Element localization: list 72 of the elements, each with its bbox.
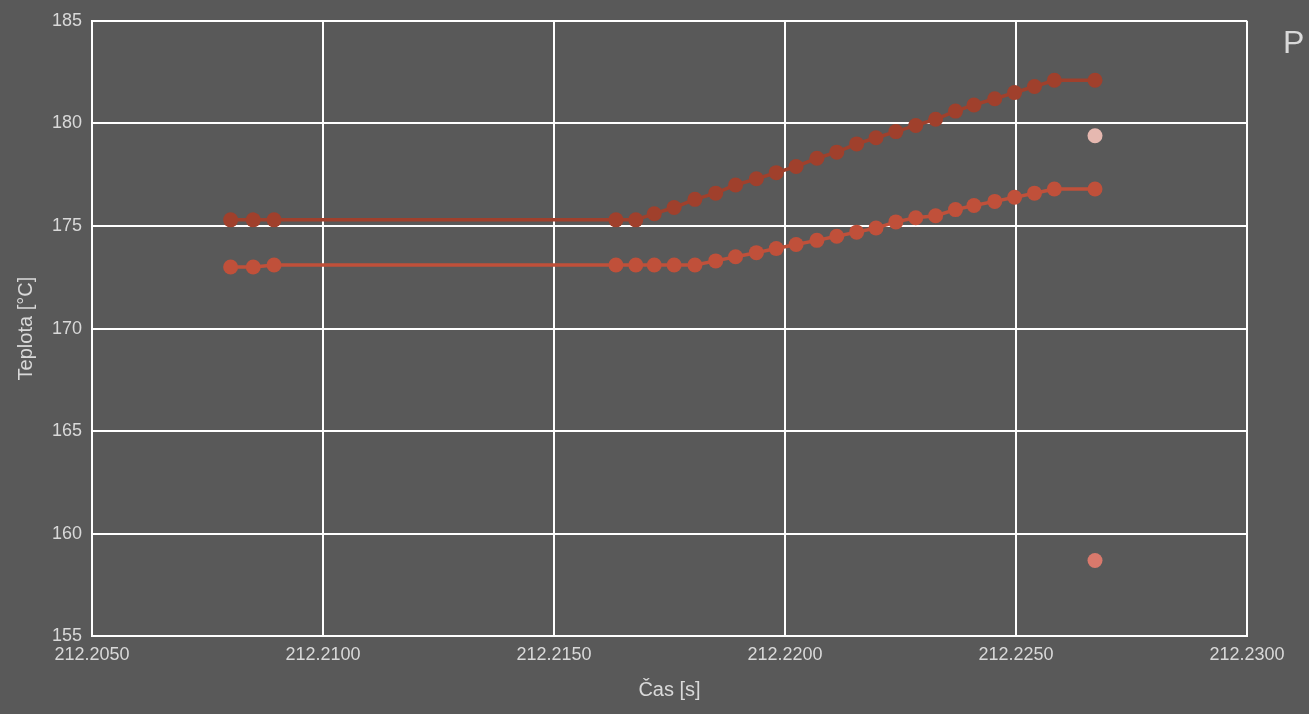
point (1087, 181, 1103, 197)
point (728, 249, 744, 265)
point (768, 165, 784, 181)
point (987, 91, 1003, 107)
point (1046, 181, 1062, 197)
y-axis-title: Teplota [°C] (13, 276, 36, 381)
y-tick-label: 180 (51, 112, 83, 133)
x-axis-title: Čas [s] (638, 677, 701, 700)
point (868, 220, 884, 236)
point (928, 111, 944, 127)
point (947, 202, 963, 218)
point (788, 158, 804, 174)
point (666, 257, 682, 273)
point (1026, 185, 1042, 201)
text: P (1283, 23, 1305, 60)
point (1087, 72, 1103, 88)
point (868, 130, 884, 146)
point (788, 236, 804, 252)
y-tick-label: 160 (51, 522, 83, 543)
point (223, 259, 239, 275)
point (888, 124, 904, 140)
point (666, 200, 682, 216)
point (245, 259, 261, 275)
point (768, 241, 784, 257)
point (1087, 128, 1103, 144)
point (1087, 552, 1103, 568)
point (829, 144, 845, 160)
point (687, 257, 703, 273)
point (888, 214, 904, 230)
point (266, 212, 282, 228)
point (1026, 78, 1042, 94)
point (947, 103, 963, 119)
point (646, 257, 662, 273)
point (1007, 189, 1023, 205)
point (266, 257, 282, 273)
point (708, 253, 724, 269)
y-tick-label: 155 (51, 625, 83, 646)
x-tick-label: 212.2100 (285, 644, 361, 665)
point (908, 117, 924, 133)
point (245, 212, 261, 228)
point (223, 212, 239, 228)
point (849, 224, 865, 240)
point (908, 210, 924, 226)
point (728, 177, 744, 193)
point (1007, 85, 1023, 101)
x-tick-label: 212.2250 (978, 644, 1054, 665)
point (748, 245, 764, 261)
point (687, 191, 703, 207)
y-tick-label: 170 (51, 317, 83, 338)
point (628, 257, 644, 273)
point (987, 193, 1003, 209)
point (748, 171, 764, 187)
x-tick-label: 212.2150 (516, 644, 592, 665)
point (628, 212, 644, 228)
x-tick-label: 212.2300 (1209, 644, 1285, 665)
y-tick-label: 165 (51, 420, 83, 441)
point (849, 136, 865, 152)
point (966, 97, 982, 113)
point (809, 150, 825, 166)
point (809, 232, 825, 248)
point (928, 208, 944, 224)
point (1046, 72, 1062, 88)
point (608, 212, 624, 228)
x-tick-label: 212.2200 (747, 644, 823, 665)
point (646, 206, 662, 222)
y-tick-label: 185 (51, 9, 83, 30)
x-tick-label: 212.2050 (54, 644, 130, 665)
point (708, 185, 724, 201)
point (608, 257, 624, 273)
point (829, 228, 845, 244)
y-tick-label: 175 (51, 214, 83, 235)
point (966, 197, 982, 213)
